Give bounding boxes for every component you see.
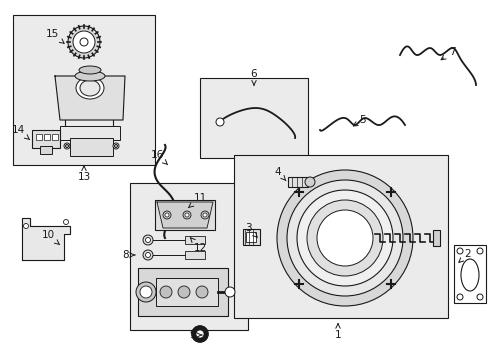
Ellipse shape [75, 71, 105, 81]
Ellipse shape [79, 66, 101, 74]
Text: 11: 11 [188, 193, 206, 208]
Circle shape [160, 286, 172, 298]
Text: 8: 8 [122, 250, 135, 260]
Circle shape [456, 248, 462, 254]
Bar [432, 230, 439, 246]
Circle shape [456, 294, 462, 300]
Bar [36, 134, 42, 140]
Circle shape [476, 294, 482, 300]
Bar [287, 177, 307, 187]
Circle shape [476, 248, 482, 254]
Circle shape [73, 31, 95, 53]
Bar [32, 130, 60, 148]
Circle shape [142, 250, 153, 260]
Bar [138, 268, 227, 316]
Circle shape [305, 177, 314, 187]
Circle shape [63, 220, 68, 225]
Bar [130, 183, 247, 330]
Bar [52, 134, 58, 140]
Ellipse shape [201, 211, 208, 219]
Circle shape [192, 326, 207, 342]
Ellipse shape [76, 77, 104, 99]
Ellipse shape [164, 213, 169, 217]
Polygon shape [157, 202, 213, 228]
Ellipse shape [203, 213, 206, 217]
Text: 12: 12 [190, 238, 206, 253]
Text: 6: 6 [250, 69, 257, 85]
Circle shape [80, 38, 88, 46]
Bar [70, 138, 113, 156]
Circle shape [286, 180, 402, 296]
Ellipse shape [184, 213, 189, 217]
Ellipse shape [183, 211, 191, 219]
Text: 7: 7 [440, 47, 454, 60]
Bar [40, 146, 52, 154]
Text: 15: 15 [45, 29, 64, 43]
Ellipse shape [64, 143, 70, 149]
Circle shape [178, 286, 190, 298]
Bar [44, 134, 50, 140]
Ellipse shape [163, 211, 171, 219]
Circle shape [196, 330, 203, 338]
Circle shape [216, 118, 224, 126]
Bar [200, 78, 307, 158]
Bar [245, 232, 256, 242]
Text: 5: 5 [352, 115, 366, 126]
Bar [453, 245, 485, 303]
Text: 3: 3 [244, 223, 257, 237]
Text: 16: 16 [150, 150, 167, 165]
Circle shape [140, 286, 152, 298]
Circle shape [196, 286, 207, 298]
Bar [155, 200, 215, 230]
Ellipse shape [113, 143, 119, 149]
Bar [234, 155, 447, 318]
Bar [156, 278, 218, 306]
Circle shape [316, 210, 372, 266]
Ellipse shape [460, 259, 478, 291]
Circle shape [145, 238, 150, 243]
Text: 1: 1 [334, 324, 341, 340]
Circle shape [142, 235, 153, 245]
Bar [13, 15, 155, 165]
Circle shape [296, 190, 392, 286]
Circle shape [136, 282, 156, 302]
Text: 13: 13 [77, 166, 90, 182]
Text: 9: 9 [189, 330, 202, 340]
Circle shape [276, 170, 412, 306]
Ellipse shape [65, 144, 68, 148]
Polygon shape [22, 218, 70, 260]
Circle shape [224, 287, 235, 297]
Bar [184, 236, 204, 244]
Circle shape [145, 252, 150, 257]
Ellipse shape [80, 80, 100, 96]
Bar [184, 251, 204, 259]
Ellipse shape [114, 144, 117, 148]
Polygon shape [55, 76, 125, 120]
Circle shape [306, 200, 382, 276]
Circle shape [68, 26, 100, 58]
Text: 14: 14 [11, 125, 29, 140]
Text: 4: 4 [274, 167, 285, 181]
Text: 10: 10 [41, 230, 60, 245]
Circle shape [23, 224, 28, 229]
Text: 2: 2 [458, 249, 470, 262]
Bar [243, 229, 260, 245]
Bar [60, 126, 120, 140]
